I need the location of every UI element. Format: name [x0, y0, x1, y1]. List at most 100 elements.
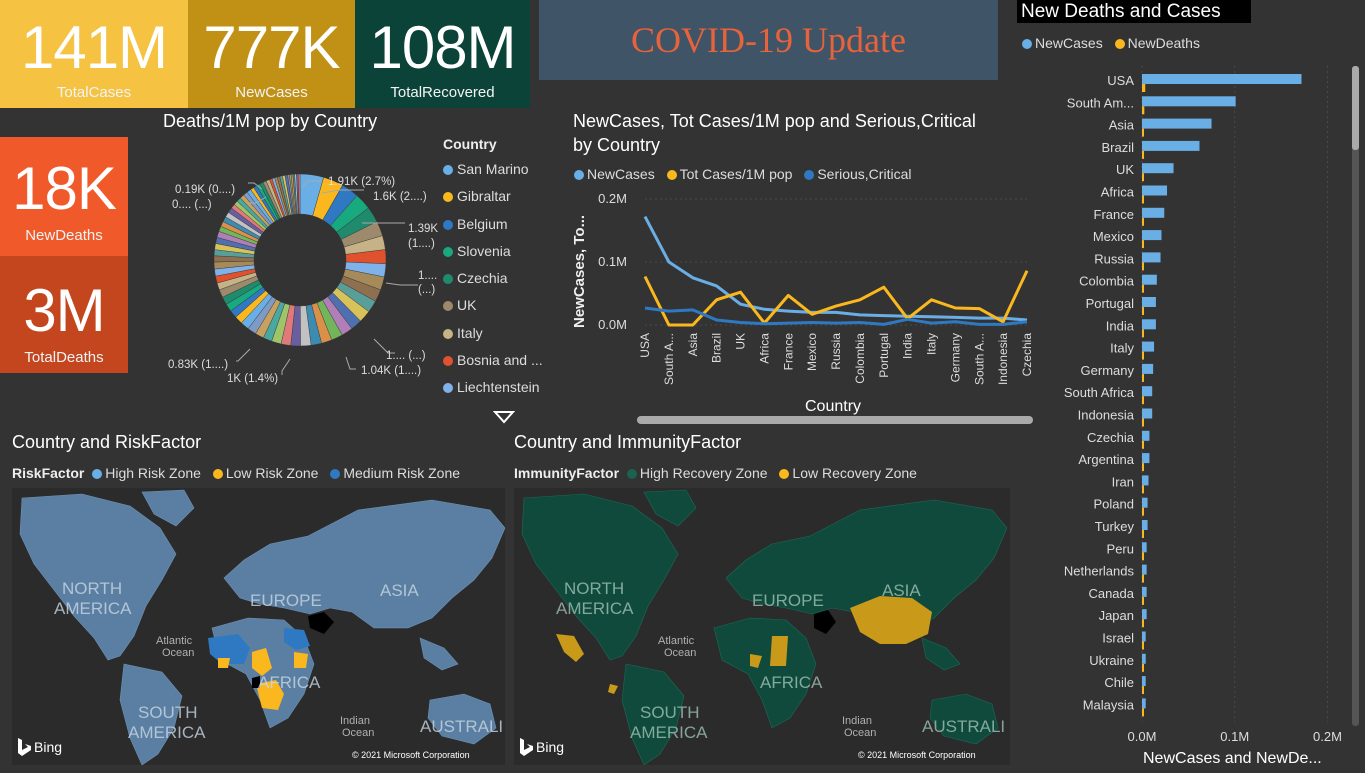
legend-item-high-recovery[interactable]: High Recovery Zone [626, 465, 768, 481]
bar-newdeaths[interactable] [1142, 530, 1144, 538]
bar-newdeaths[interactable] [1142, 619, 1144, 628]
donut-legend-item[interactable]: Gibraltar [443, 183, 543, 210]
donut-legend-item[interactable]: Italy [443, 320, 543, 347]
bar-newdeaths[interactable] [1142, 173, 1144, 182]
bar-newcases[interactable] [1142, 698, 1146, 709]
bar-newcases[interactable] [1142, 453, 1150, 464]
series-line-tot-cases-1m-pop[interactable] [643, 270, 1029, 327]
series-line-serious-critical[interactable] [644, 306, 1028, 326]
donut-legend-item[interactable]: Bosnia and ... [443, 347, 543, 374]
bar-chart-scrollbar-track[interactable] [1352, 66, 1359, 726]
bar-newdeaths[interactable] [1142, 195, 1144, 204]
line-chart-scrollbar-thumb[interactable] [637, 416, 1033, 424]
donut-legend-item[interactable]: Czechia [443, 265, 543, 292]
bar-newdeaths[interactable] [1142, 329, 1144, 338]
bar-newdeaths[interactable] [1142, 396, 1144, 405]
bar-newdeaths[interactable] [1142, 686, 1144, 695]
bar-newdeaths[interactable] [1142, 463, 1144, 472]
legend-item-newdeaths[interactable]: NewDeaths [1114, 35, 1200, 51]
legend-item-medium-risk[interactable]: Medium Risk Zone [330, 465, 460, 481]
bar-newcases[interactable] [1142, 319, 1156, 330]
bar-newdeaths[interactable] [1142, 262, 1144, 271]
bar-newcases[interactable] [1142, 408, 1153, 419]
caret-down-icon[interactable] [493, 410, 515, 424]
legend-item-high-risk[interactable]: High Risk Zone [92, 465, 201, 481]
bar-newcases[interactable] [1142, 230, 1162, 241]
bar-newcases[interactable] [1142, 74, 1302, 84]
bar-newcases[interactable] [1142, 676, 1146, 687]
no-data-zone [252, 676, 260, 688]
legend-item-low-recovery[interactable]: Low Recovery Zone [779, 465, 917, 481]
donut-label-1: 1.91K (2.7%) [328, 176, 395, 188]
donut-legend-item[interactable]: Belgium [443, 211, 543, 238]
bar-newcases[interactable] [1142, 564, 1147, 575]
bar-newdeaths[interactable] [1142, 574, 1144, 583]
legend-item-low-risk[interactable]: Low Risk Zone [212, 465, 318, 481]
bar-newdeaths[interactable] [1142, 106, 1145, 115]
bar-chart[interactable]: USA South Am... Asia Brazil UK Africa France Me… [1030, 60, 1365, 773]
bar-newcases[interactable] [1142, 140, 1200, 151]
legend-item-totcases[interactable]: Tot Cases/1M pop [666, 166, 792, 182]
bar-newdeaths[interactable] [1142, 373, 1144, 382]
bar-newdeaths[interactable] [1142, 351, 1144, 360]
category-label: Poland [1094, 497, 1134, 512]
bar-newcases[interactable] [1142, 297, 1156, 307]
bar-newcases[interactable] [1142, 185, 1168, 196]
bar-newdeaths[interactable] [1142, 240, 1144, 249]
bar-newcases[interactable] [1142, 609, 1147, 620]
bar-newcases[interactable] [1142, 653, 1146, 664]
kpi-new-cases[interactable]: 777K NewCases [188, 0, 355, 108]
bar-newdeaths[interactable] [1142, 150, 1145, 159]
bar-newcases[interactable] [1142, 363, 1154, 374]
bar-newdeaths[interactable] [1142, 708, 1144, 717]
line-chart[interactable]: 0.0M 0.1M 0.2M USA South A... Asia Brazil UK Af… [565, 185, 1035, 430]
bar-newcases[interactable] [1142, 497, 1148, 508]
bar-newcases[interactable] [1142, 520, 1148, 530]
kpi-new-deaths[interactable]: 18K NewDeaths [0, 137, 128, 256]
bar-newdeaths[interactable] [1142, 485, 1144, 494]
donut-legend-item[interactable]: Liechtenstein [443, 374, 543, 401]
donut-legend-item[interactable]: Slovenia [443, 238, 543, 265]
donut-slices [213, 173, 387, 347]
legend-item-newcases[interactable]: NewCases [574, 166, 655, 182]
series-line-newcases[interactable] [643, 215, 1028, 322]
kpi-total-cases[interactable]: 141M TotalCases [0, 0, 188, 108]
kpi-total-recovered[interactable]: 108M TotalRecovered [355, 0, 530, 108]
risk-map[interactable]: NORTH AMERICA EUROPE ASIA AFRICA SOUTH A… [12, 488, 505, 765]
bar-newcases[interactable] [1142, 96, 1236, 107]
legend-item-newcases[interactable]: NewCases [1022, 35, 1103, 51]
donut-slice[interactable] [298, 173, 301, 215]
bar-chart-scrollbar-thumb[interactable] [1352, 66, 1359, 150]
bar-newcases[interactable] [1142, 118, 1212, 129]
bar-newcases[interactable] [1142, 586, 1147, 597]
medium-risk-zone [284, 628, 310, 650]
bar-newdeaths[interactable] [1142, 418, 1144, 427]
immunity-map[interactable]: NORTH AMERICA EUROPE ASIA AFRICA SOUTH A… [514, 488, 1010, 765]
kpi-total-deaths[interactable]: 3M TotalDeaths [0, 256, 128, 373]
bar-newdeaths[interactable] [1142, 307, 1144, 315]
bar-newcases[interactable] [1142, 163, 1174, 174]
donut-chart[interactable]: 1.91K (2.7%) 1.6K (2....) 1.39K (1....) … [150, 135, 440, 395]
bar-newcases[interactable] [1142, 475, 1149, 486]
bar-newcases[interactable] [1142, 207, 1165, 218]
bar-newcases[interactable] [1142, 430, 1150, 441]
donut-legend-item[interactable]: San Marino [443, 156, 543, 183]
legend-item-serious[interactable]: Serious,Critical [804, 166, 911, 182]
bar-newdeaths[interactable] [1142, 84, 1146, 92]
bar-newcases[interactable] [1142, 631, 1146, 642]
bar-newcases[interactable] [1142, 274, 1157, 285]
donut-legend-item[interactable]: UK [443, 292, 543, 319]
bar-newdeaths[interactable] [1142, 507, 1144, 516]
bar-newcases[interactable] [1142, 341, 1155, 352]
bar-newdeaths[interactable] [1142, 440, 1144, 449]
bar-newdeaths[interactable] [1142, 552, 1144, 561]
bar-newdeaths[interactable] [1142, 596, 1144, 605]
bar-newcases[interactable] [1142, 542, 1147, 553]
bar-newdeaths[interactable] [1142, 128, 1144, 137]
bar-newcases[interactable] [1142, 252, 1161, 263]
bar-newdeaths[interactable] [1142, 284, 1144, 293]
bar-newdeaths[interactable] [1142, 641, 1144, 650]
bar-newdeaths[interactable] [1142, 217, 1144, 226]
bar-newcases[interactable] [1142, 386, 1153, 397]
bar-newdeaths[interactable] [1142, 663, 1144, 672]
